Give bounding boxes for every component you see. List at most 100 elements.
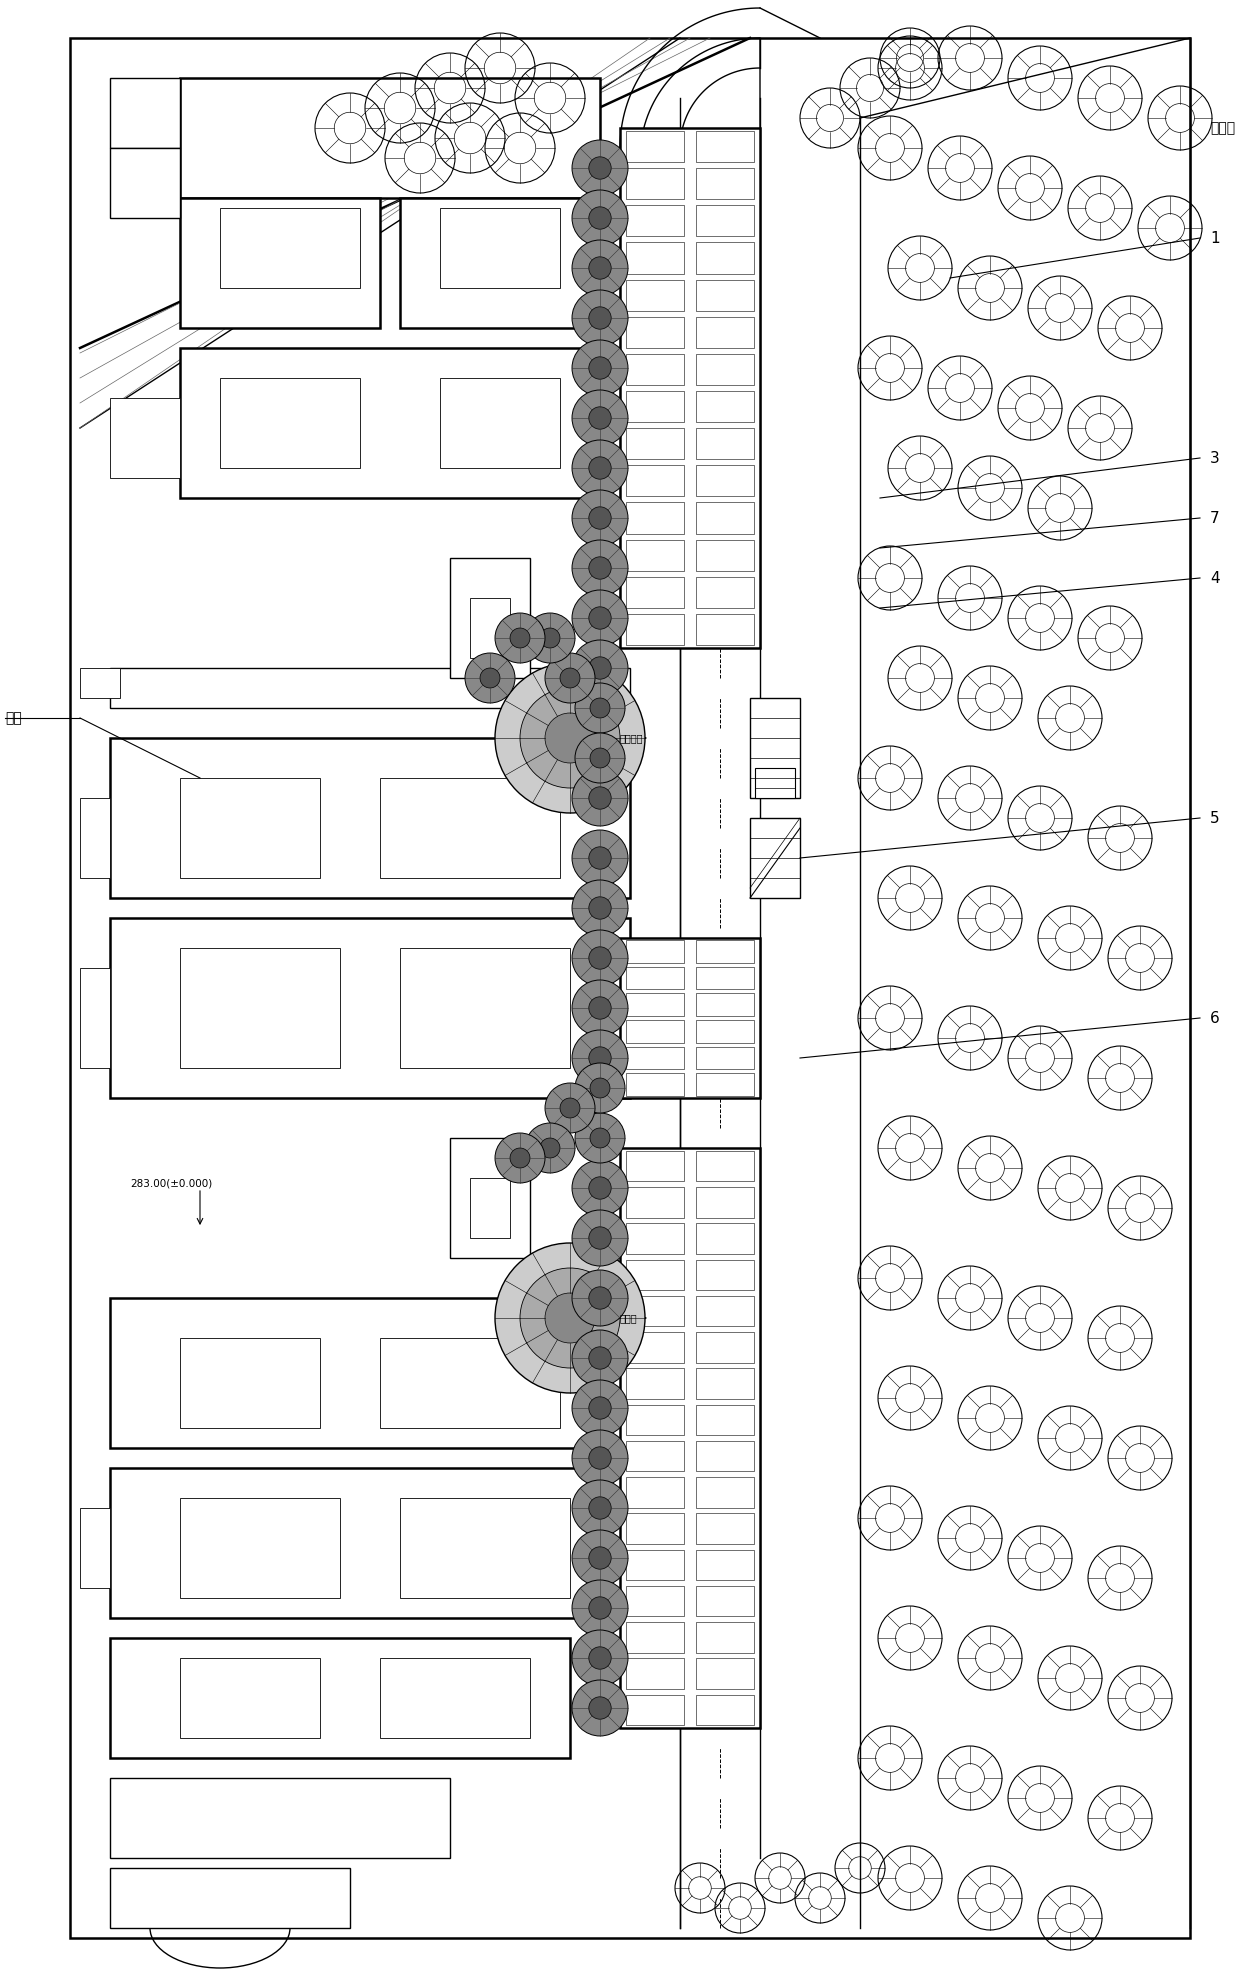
Bar (626, 1151, 684, 1181)
Text: 建筑: 建筑 (5, 710, 22, 726)
Circle shape (589, 556, 611, 580)
Bar (696, 168, 754, 200)
Bar (626, 993, 684, 1017)
Bar (626, 1478, 684, 1507)
Bar (110, 918, 630, 1098)
Circle shape (572, 390, 627, 445)
Circle shape (589, 1697, 611, 1719)
Bar (626, 1224, 684, 1254)
Bar (626, 1549, 684, 1580)
Circle shape (560, 1098, 580, 1118)
Bar (626, 392, 684, 421)
Bar (626, 1260, 684, 1290)
Circle shape (525, 1124, 575, 1173)
Bar (696, 427, 754, 459)
Bar (696, 1021, 754, 1042)
Bar (626, 279, 684, 311)
Bar (696, 1296, 754, 1327)
Bar (696, 578, 754, 607)
Bar (696, 1224, 754, 1254)
Circle shape (520, 1268, 620, 1369)
Bar (180, 198, 379, 328)
Circle shape (589, 457, 611, 479)
Bar (626, 940, 684, 963)
Bar (379, 1658, 529, 1739)
Bar (696, 131, 754, 162)
Bar (626, 613, 684, 645)
Bar (626, 1404, 684, 1436)
Circle shape (495, 663, 645, 813)
Bar (626, 1296, 684, 1327)
Circle shape (589, 607, 611, 629)
Bar (626, 1074, 684, 1096)
Bar (696, 1074, 754, 1096)
Circle shape (589, 307, 611, 328)
Circle shape (575, 734, 625, 783)
Circle shape (572, 291, 627, 346)
Circle shape (539, 1137, 560, 1157)
Bar (696, 1513, 754, 1545)
Bar (440, 378, 560, 469)
Bar (180, 947, 340, 1068)
Bar (626, 1513, 684, 1545)
Circle shape (589, 506, 611, 530)
Circle shape (572, 1031, 627, 1086)
Bar (450, 558, 529, 678)
Circle shape (589, 1648, 611, 1669)
Circle shape (572, 979, 627, 1036)
Circle shape (572, 1580, 627, 1636)
Circle shape (480, 669, 500, 688)
Bar (696, 1440, 754, 1472)
Bar (750, 698, 800, 797)
Text: 住宅入: 住宅入 (620, 1313, 637, 1323)
Bar (440, 208, 560, 289)
Circle shape (495, 1242, 645, 1393)
Bar (379, 1337, 560, 1428)
Bar (110, 1468, 630, 1618)
Bar (81, 669, 120, 698)
Bar (470, 597, 510, 659)
Circle shape (572, 140, 627, 196)
Circle shape (572, 439, 627, 496)
Circle shape (510, 627, 529, 649)
Bar (626, 578, 684, 607)
Circle shape (589, 787, 611, 809)
Bar (626, 1187, 684, 1218)
Bar (81, 1507, 110, 1588)
Bar (180, 348, 600, 498)
Bar (696, 316, 754, 348)
Circle shape (572, 1679, 627, 1737)
Circle shape (575, 1062, 625, 1114)
Bar (401, 1497, 570, 1598)
Bar (180, 1658, 320, 1739)
Text: 283.00(±0.000): 283.00(±0.000) (130, 1179, 212, 1189)
Circle shape (560, 669, 580, 688)
Circle shape (546, 1294, 595, 1343)
Bar (626, 465, 684, 496)
Circle shape (546, 653, 595, 702)
Circle shape (590, 1078, 610, 1098)
Bar (626, 206, 684, 237)
Circle shape (546, 712, 595, 764)
Bar (626, 1622, 684, 1652)
Bar (696, 1369, 754, 1398)
Bar (626, 243, 684, 273)
Bar (626, 502, 684, 534)
Circle shape (525, 613, 575, 663)
Circle shape (575, 1114, 625, 1163)
Bar (180, 1337, 320, 1428)
Circle shape (589, 1177, 611, 1199)
Circle shape (590, 748, 610, 767)
Bar (696, 1260, 754, 1290)
Circle shape (590, 1127, 610, 1147)
Text: 维化带: 维化带 (1210, 121, 1235, 135)
Text: 3: 3 (1210, 451, 1220, 465)
Bar (626, 168, 684, 200)
Text: 1: 1 (1210, 231, 1220, 245)
Circle shape (572, 1211, 627, 1266)
Bar (755, 767, 795, 797)
Bar (696, 1478, 754, 1507)
Circle shape (589, 847, 611, 868)
Circle shape (572, 1381, 627, 1436)
Circle shape (575, 682, 625, 734)
